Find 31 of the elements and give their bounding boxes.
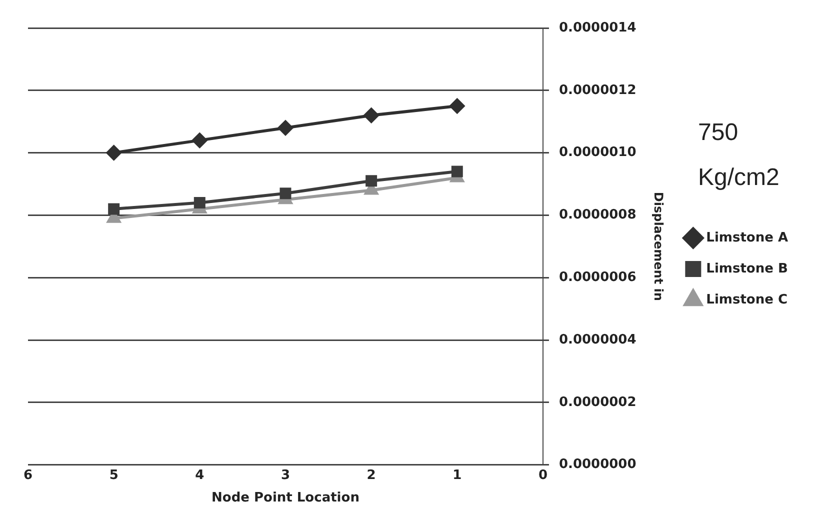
x-tick-label: 6 <box>23 468 33 483</box>
y-tick-label: 0.0000010 <box>558 145 636 160</box>
x-tick-label: 0 <box>538 468 548 483</box>
x-tick-label: 4 <box>195 468 204 483</box>
legend-label: Limstone C <box>706 292 788 308</box>
text: 750 Kg/cm2 <box>698 119 780 191</box>
point <box>106 145 122 160</box>
x-tick-label: 5 <box>109 468 118 483</box>
point <box>364 108 379 123</box>
y-axis-title: Displacement in <box>651 192 666 301</box>
y-tick-label: 0.0000000 <box>558 457 636 472</box>
y-tick-label: 0.0000008 <box>558 208 636 223</box>
y-tick-label: 0.0000002 <box>558 394 636 410</box>
point <box>280 188 292 200</box>
legend-label: Limstone A <box>706 230 788 246</box>
x-axis-title: Node Point Location <box>212 490 360 506</box>
point <box>450 98 465 114</box>
point <box>194 196 206 208</box>
x-tick-label: 3 <box>280 468 290 483</box>
legend-label: Limstone B <box>706 261 788 276</box>
y-tick-label: 0.0000004 <box>558 332 636 348</box>
y-tick-label: 0.0000012 <box>558 82 636 98</box>
point <box>451 166 463 178</box>
y-tick-label: 0.0000006 <box>558 270 636 285</box>
x-tick-label: 2 <box>366 468 376 483</box>
point <box>192 132 208 148</box>
point <box>366 175 378 187</box>
y-tick-label: 0.0000014 <box>558 20 636 36</box>
point <box>108 203 120 215</box>
point <box>278 120 293 136</box>
x-tick-label: 1 <box>452 468 462 483</box>
